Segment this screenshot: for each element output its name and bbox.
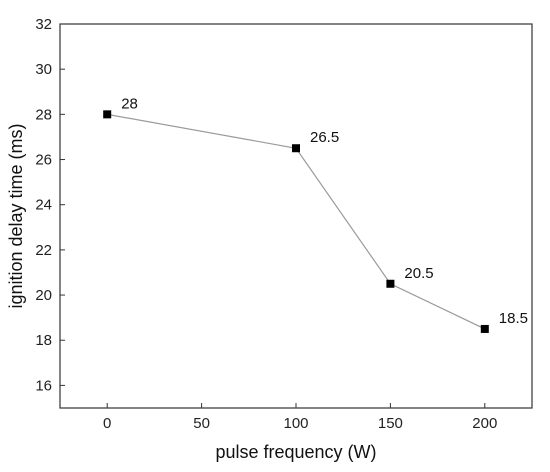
x-axis-title: pulse frequency (W) bbox=[215, 442, 376, 462]
x-tick-label: 100 bbox=[283, 415, 308, 432]
data-label: 28 bbox=[121, 95, 138, 112]
y-tick-label: 30 bbox=[35, 61, 52, 78]
x-axis: 0 50 100 150 200 bbox=[103, 403, 497, 432]
data-point bbox=[103, 110, 112, 119]
y-tick-label: 16 bbox=[35, 377, 52, 394]
data-point bbox=[386, 279, 395, 288]
y-tick-label: 20 bbox=[35, 287, 52, 304]
plot-frame bbox=[59, 23, 533, 409]
y-tick-label: 26 bbox=[35, 152, 52, 169]
data-label: 20.5 bbox=[404, 265, 433, 282]
x-tick-label: 0 bbox=[103, 415, 111, 432]
y-axis: 16 18 20 22 24 26 28 30 32 bbox=[35, 16, 65, 394]
y-tick-label: 32 bbox=[35, 16, 52, 33]
data-label: 26.5 bbox=[310, 129, 339, 146]
data-point bbox=[480, 324, 489, 333]
y-axis-title: ignition delay time (ms) bbox=[6, 123, 26, 308]
data-point bbox=[292, 144, 300, 153]
y-tick-label: 18 bbox=[35, 332, 52, 349]
y-tick-label: 24 bbox=[35, 197, 52, 214]
y-tick-label: 22 bbox=[35, 242, 52, 259]
series-line bbox=[107, 113, 486, 330]
data-series: 28 26.5 20.5 18.5 bbox=[103, 95, 528, 333]
x-tick-label: 150 bbox=[378, 415, 403, 432]
y-tick-label: 28 bbox=[35, 106, 52, 123]
data-label: 18.5 bbox=[499, 310, 528, 327]
x-tick-label: 200 bbox=[472, 415, 497, 432]
x-tick-label: 50 bbox=[193, 415, 210, 432]
